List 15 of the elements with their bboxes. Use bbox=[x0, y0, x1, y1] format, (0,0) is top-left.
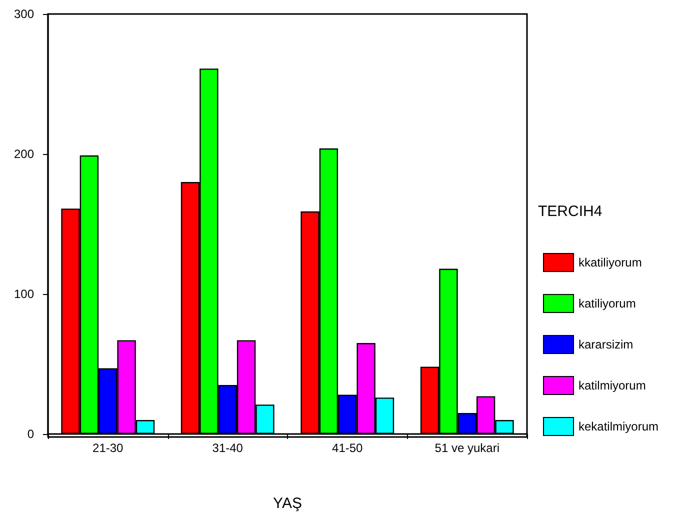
legend-title: TERCIH4 bbox=[538, 203, 602, 220]
legend-label: kararsizim bbox=[578, 338, 634, 352]
legend-label: kekatilmiyorum bbox=[578, 420, 659, 434]
y-tick-label: 100 bbox=[14, 287, 34, 301]
x-tick-label: 21-30 bbox=[92, 441, 124, 455]
x-tick-label: 31-40 bbox=[212, 441, 244, 455]
x-tick-label: 51 ve yukari bbox=[434, 441, 500, 455]
y-tick-label: 300 bbox=[14, 7, 34, 21]
x-axis-title: YAŞ bbox=[273, 495, 302, 512]
legend-label: katilmiyorum bbox=[578, 378, 646, 392]
legend-label: katiliyorum bbox=[578, 296, 636, 310]
x-tick-label: 41-50 bbox=[332, 441, 364, 455]
y-tick-label: 0 bbox=[27, 427, 34, 441]
y-tick-label: 200 bbox=[14, 147, 34, 161]
legend-label: kkatiliyorum bbox=[578, 256, 642, 270]
